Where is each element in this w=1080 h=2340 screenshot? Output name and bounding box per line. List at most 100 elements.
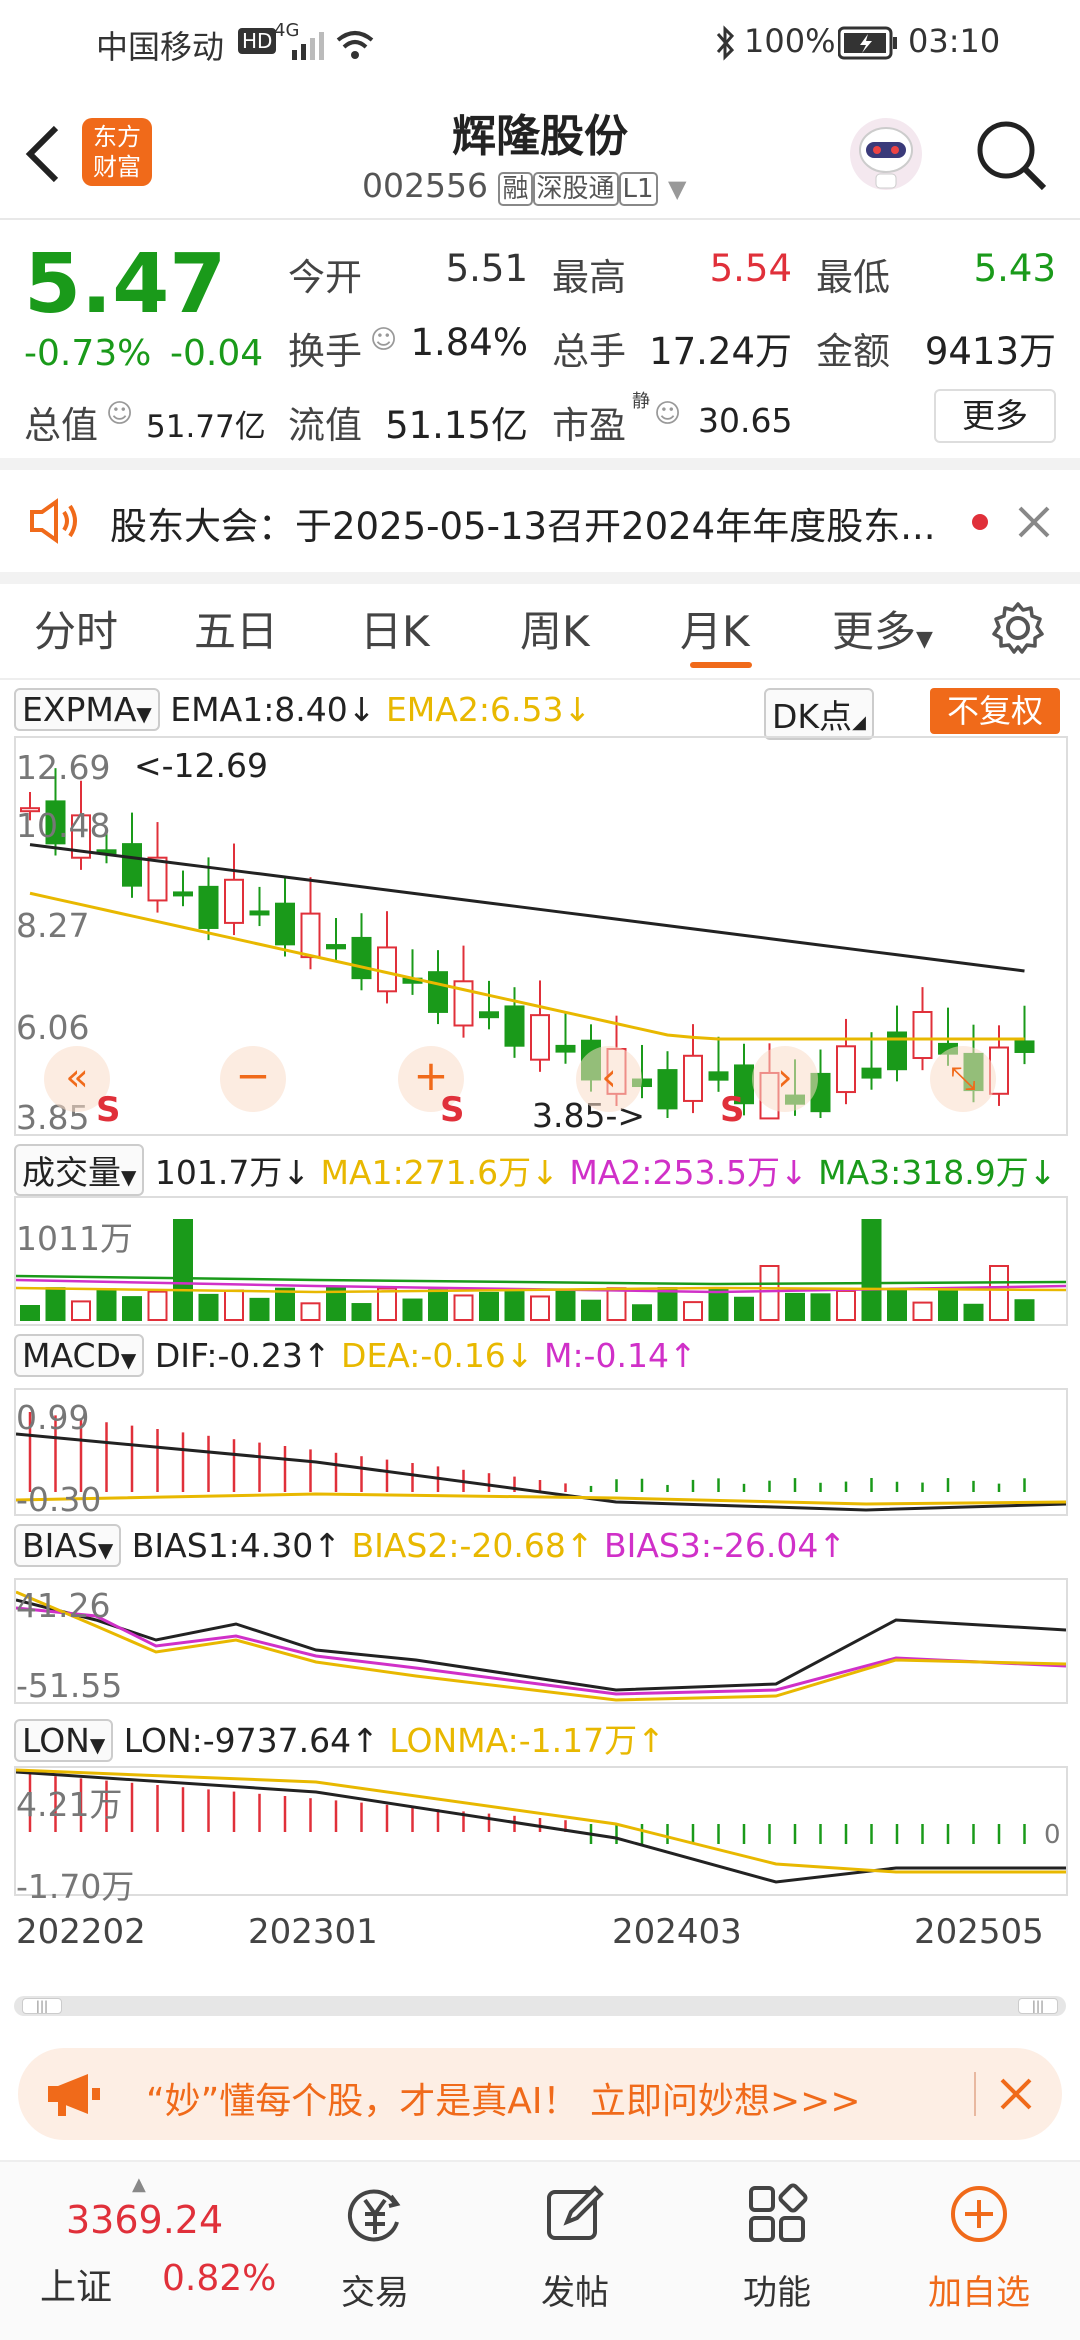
tabs-divider	[0, 678, 1080, 680]
volume-label: 总手	[552, 330, 626, 373]
volume-bar	[836, 1289, 856, 1321]
open-label: 今开	[288, 256, 362, 299]
down-arrow-icon: ↓	[563, 690, 592, 729]
up-arrow-icon: ↑	[302, 1336, 331, 1375]
dk-point-select[interactable]: DK点◢	[764, 688, 874, 740]
volume-value: 17.24万	[649, 330, 792, 373]
bias-y-bottom: -51.55	[16, 1666, 123, 1705]
bias-panel[interactable]: 41.26 -51.55	[14, 1578, 1068, 1705]
nav-functions[interactable]: 功能	[712, 2182, 842, 2314]
macd-panel[interactable]: 0.99 -0.30	[14, 1388, 1068, 1519]
kline-panel[interactable]: 12.69 10.48 8.27 6.06 3.85 <-12.69 3.85-…	[14, 736, 1068, 1137]
volume-bar	[963, 1303, 984, 1322]
max-note: <-12.69	[134, 746, 269, 785]
adjust-mode-button[interactable]: 不复权	[930, 688, 1060, 734]
ema1-line	[29, 843, 1025, 973]
main-indicator-select[interactable]: EXPMA▼	[14, 688, 160, 731]
bias1: BIAS1:4.30	[131, 1526, 314, 1565]
macd-dif: DIF:-0.23	[154, 1336, 303, 1375]
tab-five-day[interactable]: 五日	[194, 607, 279, 656]
info-icon[interactable]: ☺	[106, 399, 134, 429]
dropdown-arrow-icon: ▼	[136, 702, 152, 726]
kline-chart[interactable]	[16, 738, 1066, 1134]
bluetooth-icon	[716, 25, 735, 61]
down-arrow-icon: ↓	[347, 690, 376, 729]
settings-gear-icon[interactable]	[990, 600, 1046, 656]
scroll-next-button[interactable]: ›	[752, 1046, 818, 1112]
close-icon[interactable]	[1016, 504, 1052, 540]
volume-bar	[351, 1303, 372, 1321]
y-label-4: 6.06	[16, 1008, 90, 1047]
macd-indicator-select[interactable]: MACD▼	[14, 1334, 145, 1377]
change-amount: -0.04	[170, 333, 264, 374]
lon-line	[16, 1770, 1066, 1884]
vol-ma1-line	[16, 1286, 1066, 1294]
ad-banner[interactable]: “妙”懂每个股，才是真AI！ 立即问妙想>>>	[18, 2048, 1062, 2140]
tab-monthly-k[interactable]: 月K	[680, 607, 750, 656]
tab-more[interactable]: 更多▼	[832, 607, 933, 656]
expand-up-icon[interactable]: ▲	[132, 2174, 146, 2195]
megaphone-icon	[48, 2074, 100, 2116]
dropdown-arrow-icon: ▼	[121, 1165, 137, 1189]
network-type: 4G	[274, 20, 300, 41]
volume-bar	[173, 1219, 193, 1321]
scroll-handle-left[interactable]: |||	[22, 1998, 62, 2014]
scroll-left-button[interactable]: «	[44, 1046, 110, 1112]
back-arrow-icon[interactable]	[22, 124, 62, 184]
chart-scrollbar[interactable]: ||| |||	[14, 1996, 1066, 2016]
tab-intraday[interactable]: 分时	[34, 607, 119, 656]
lon-y-bottom: -1.70万	[16, 1867, 135, 1906]
tab-weekly-k[interactable]: 周K	[520, 607, 590, 656]
dropdown-arrow-icon: ▼	[89, 1733, 106, 1757]
carrier: 中国移动	[96, 28, 225, 66]
volume-bar	[428, 1289, 448, 1322]
volume-bar	[147, 1290, 168, 1322]
up-arrow-icon: ↑	[313, 1526, 341, 1565]
candle-body	[173, 891, 193, 897]
dropdown-arrow-icon: ▼	[916, 627, 933, 652]
tab-daily-k[interactable]: 日K	[360, 607, 430, 656]
info-icon[interactable]: ☺	[654, 399, 682, 429]
scroll-right-button[interactable]: ‹	[576, 1046, 642, 1112]
section-divider	[0, 458, 1080, 470]
zoom-out-button[interactable]: −	[220, 1046, 286, 1112]
nav-post[interactable]: 发帖	[510, 2182, 640, 2314]
candle-body	[428, 971, 448, 1013]
info-icon[interactable]: ☺	[370, 325, 398, 355]
more-button[interactable]: 更多	[934, 389, 1056, 443]
low-label: 最低	[816, 256, 890, 299]
volume-panel[interactable]: 1011万	[14, 1196, 1068, 1326]
close-icon[interactable]	[998, 2076, 1034, 2112]
bottom-nav: ▲ 3369.24 上证 0.82% 交易 发帖 功能 加自选	[0, 2160, 1080, 2340]
sell-signal-mark: S	[96, 1090, 121, 1130]
volume-bar	[887, 1287, 907, 1321]
current-price: 5.47	[24, 237, 227, 332]
volume-bar	[683, 1301, 703, 1321]
lon-indicator-select[interactable]: LON▼	[14, 1719, 114, 1762]
fullscreen-icon[interactable]: ⤡	[930, 1046, 996, 1112]
up-arrow-icon: ↑	[351, 1721, 379, 1760]
bias-indicator-select[interactable]: BIAS▼	[14, 1524, 122, 1567]
pe-value: 30.65	[698, 401, 793, 440]
edit-post-icon	[547, 2185, 604, 2240]
tag-connect: 深股通	[532, 172, 619, 206]
nav-trade[interactable]: 交易	[310, 2182, 440, 2314]
search-icon[interactable]	[974, 118, 1050, 194]
low-value: 5.43	[973, 247, 1056, 290]
volume-bar	[530, 1295, 550, 1321]
volume-indicator-select[interactable]: 成交量▼	[14, 1144, 145, 1196]
lon-panel[interactable]: 4.21万 -1.70万 0	[14, 1766, 1068, 1906]
ema2-value: EMA2:6.53	[385, 690, 564, 729]
index-value[interactable]: 3369.24	[66, 2198, 224, 2242]
volume-bar	[632, 1304, 652, 1322]
eastmoney-logo[interactable]: 东方 财富	[82, 118, 152, 186]
notice-bar[interactable]: 股东大会：于2025-05-13召开2024年年度股东...	[0, 470, 1080, 570]
robot-assistant-icon[interactable]	[846, 114, 926, 194]
battery-percent: 100%	[744, 22, 836, 60]
scroll-handle-right[interactable]: |||	[1018, 1998, 1058, 2014]
speaker-icon	[30, 498, 77, 544]
stock-code-row[interactable]: 002556 融深股通 L1 ▼	[362, 166, 687, 206]
nav-add-watchlist[interactable]: 加自选	[914, 2182, 1044, 2314]
zoom-in-button[interactable]: +	[398, 1046, 464, 1112]
open-value: 5.51	[445, 247, 528, 290]
